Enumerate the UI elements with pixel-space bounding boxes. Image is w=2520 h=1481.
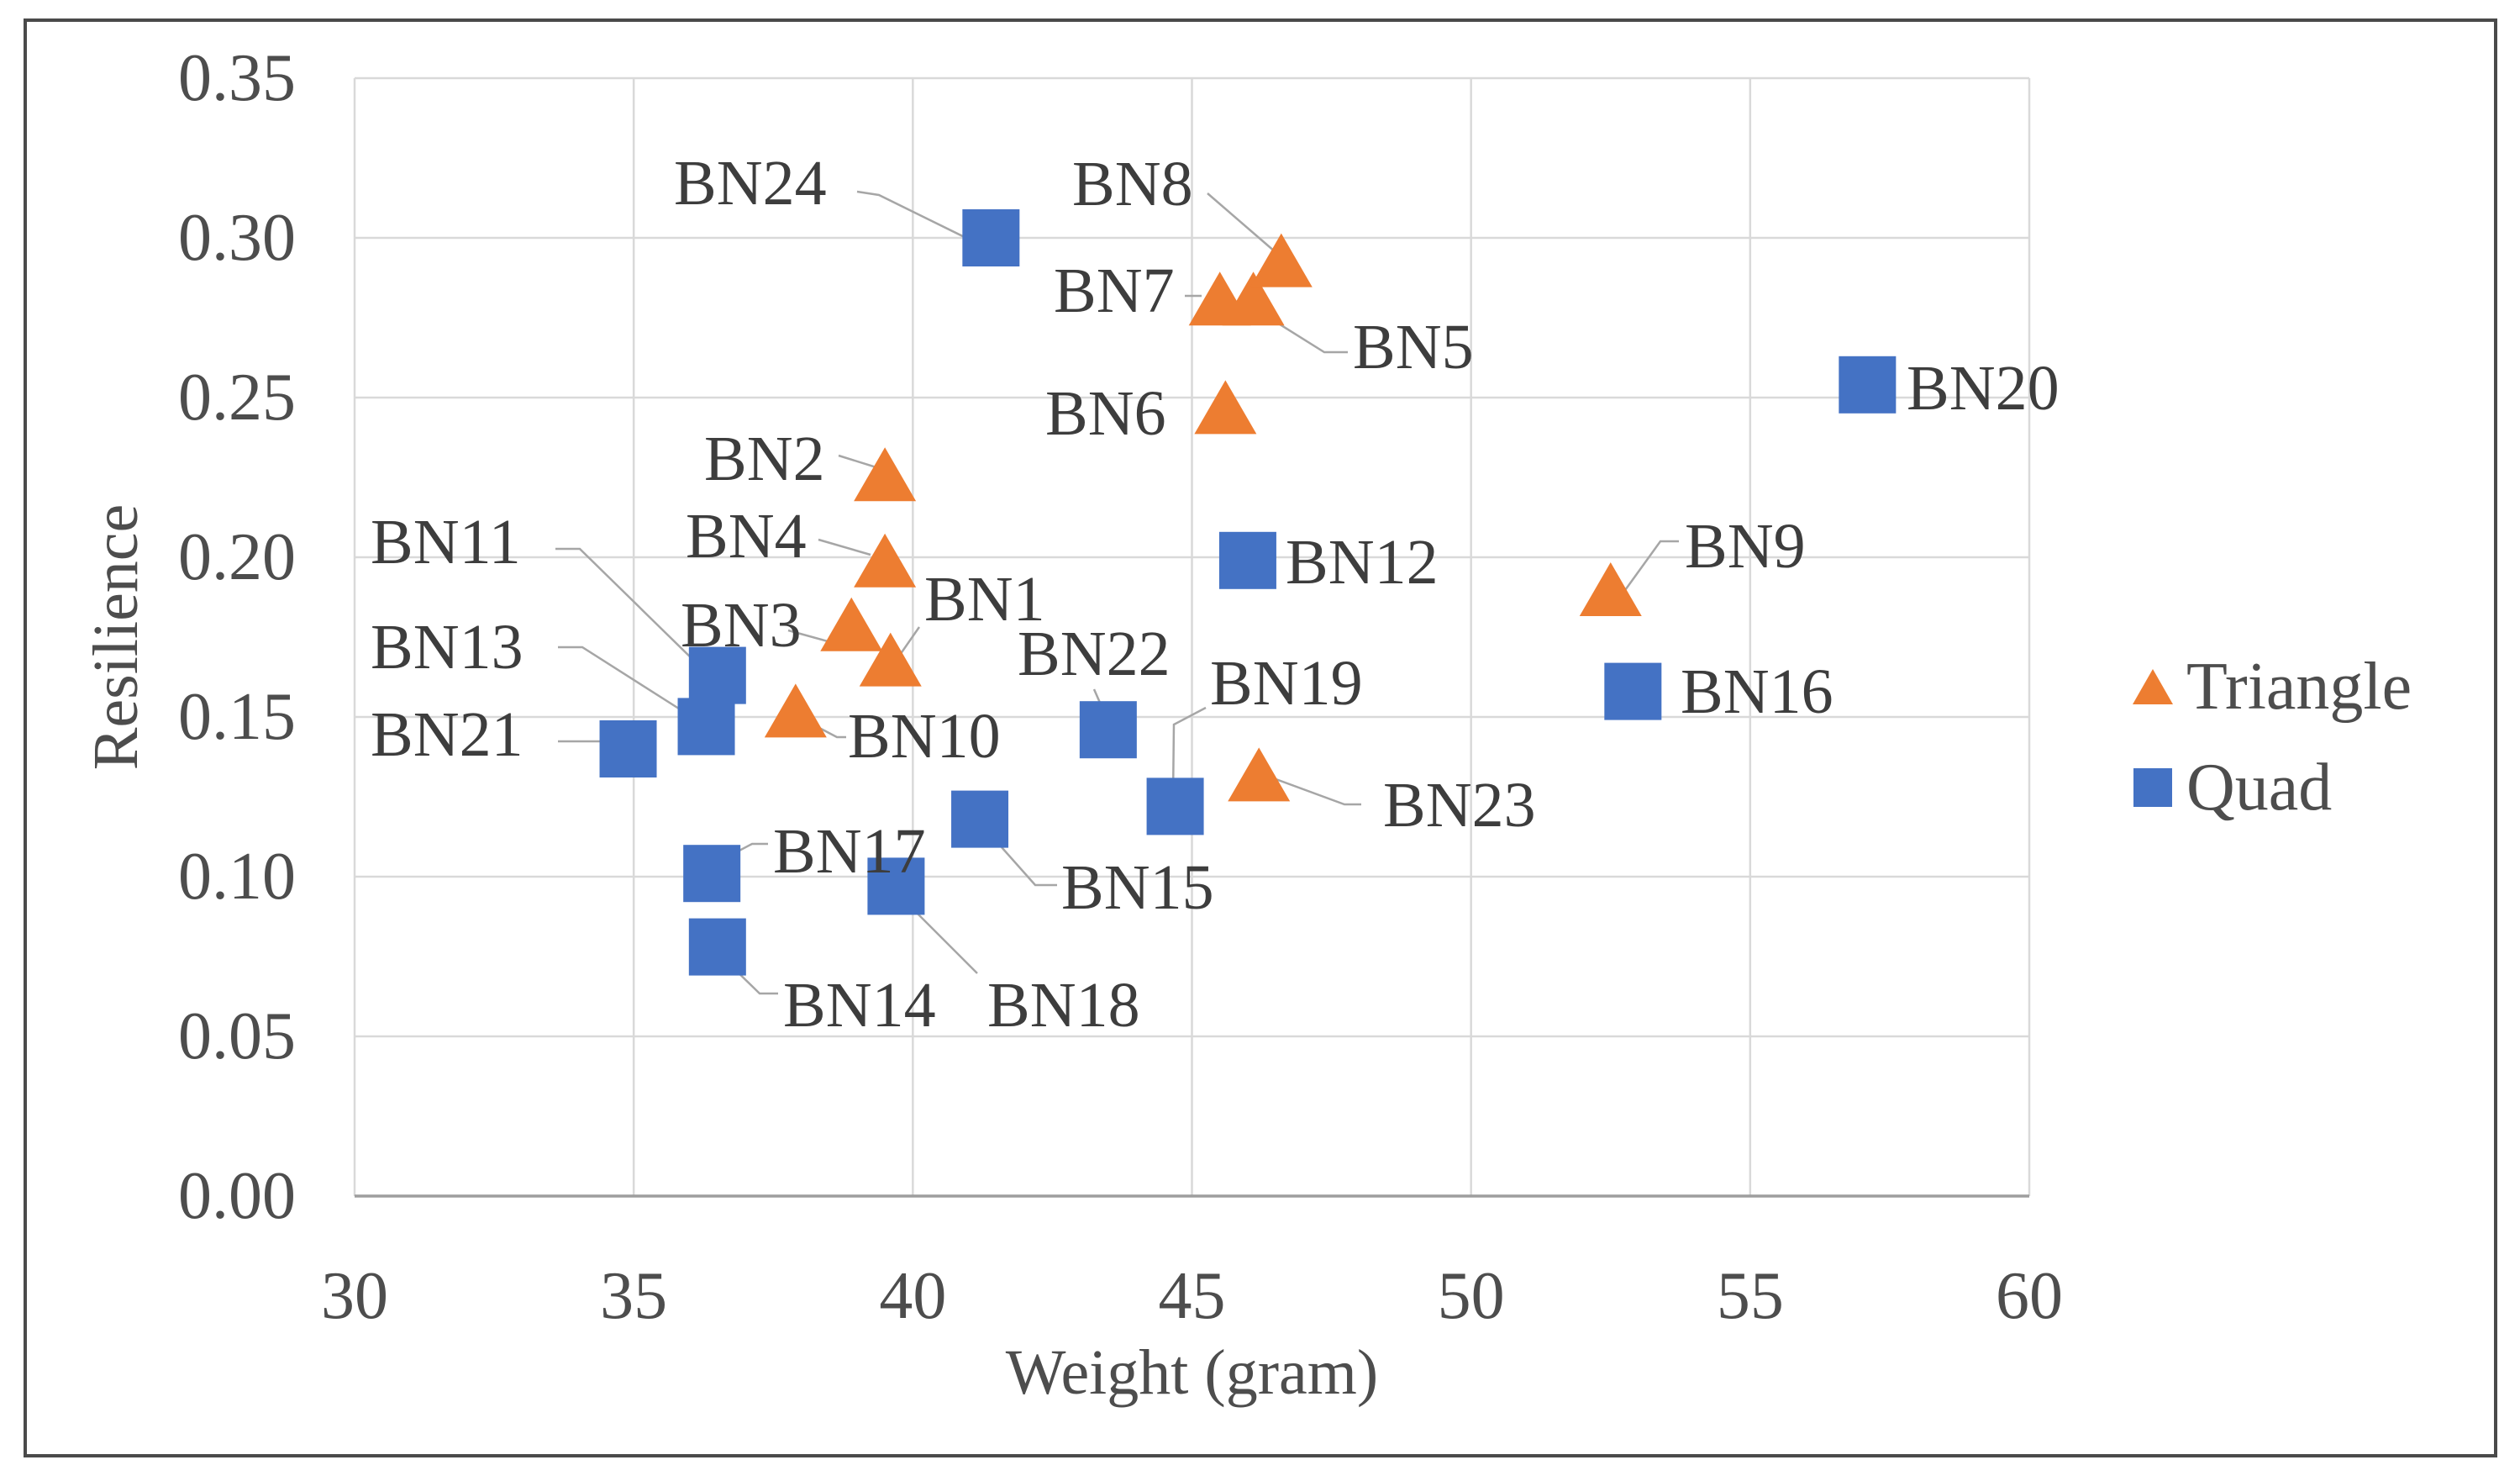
x-tick-label-30: 30 xyxy=(321,1259,388,1333)
marker-bn9 xyxy=(1579,562,1642,616)
data-label-bn21: BN21 xyxy=(371,699,523,770)
marker-bn12 xyxy=(1218,531,1276,589)
data-label-bn7: BN7 xyxy=(1054,256,1175,326)
data-label-bn18: BN18 xyxy=(987,970,1140,1041)
x-tick-label-35: 35 xyxy=(600,1259,667,1333)
marker-bn19 xyxy=(1146,777,1204,835)
marker-bn13 xyxy=(677,698,735,756)
data-label-bn20: BN20 xyxy=(1907,353,2060,424)
data-label-bn16: BN16 xyxy=(1681,656,1833,727)
leader-line-bn24 xyxy=(856,190,982,247)
y-tick-label-0.00: 0.00 xyxy=(178,1159,296,1233)
leader-line-bn5 xyxy=(1263,313,1348,354)
marker-bn14 xyxy=(688,918,746,976)
leader-line-bn13 xyxy=(558,646,692,718)
data-label-bn17: BN17 xyxy=(773,816,926,887)
leader-line-bn19 xyxy=(1171,706,1207,799)
data-label-bn13: BN13 xyxy=(371,612,523,683)
x-tick-label-50: 50 xyxy=(1438,1259,1505,1333)
data-label-bn1: BN1 xyxy=(924,564,1045,635)
x-tick-label-45: 45 xyxy=(1159,1259,1226,1333)
data-label-bn3: BN3 xyxy=(681,590,802,661)
data-label-bn10: BN10 xyxy=(848,701,1001,772)
marker-bn24 xyxy=(962,209,1020,266)
marker-bn17 xyxy=(683,845,741,903)
x-tick-label-55: 55 xyxy=(1717,1259,1784,1333)
leader-line-bn9 xyxy=(1615,540,1679,603)
data-label-bn15: BN15 xyxy=(1061,852,1214,923)
marker-bn23 xyxy=(1228,747,1291,802)
marker-bn7 xyxy=(1188,271,1251,326)
y-tick-label-0.20: 0.20 xyxy=(178,520,296,594)
data-label-bn14: BN14 xyxy=(783,970,936,1041)
data-label-bn9: BN9 xyxy=(1685,511,1806,582)
x-tick-label-60: 60 xyxy=(1996,1259,2063,1333)
legend-label-quad: Quad xyxy=(2186,751,2332,825)
data-label-bn5: BN5 xyxy=(1353,312,1474,382)
figure-border xyxy=(24,18,2497,1457)
marker-bn3 xyxy=(820,597,883,651)
marker-bn1 xyxy=(859,632,922,687)
data-label-bn11: BN11 xyxy=(371,507,521,577)
marker-bn18 xyxy=(867,857,925,915)
leader-line-bn18 xyxy=(915,911,978,974)
marker-bn15 xyxy=(951,790,1009,848)
leader-line-bn4 xyxy=(818,538,871,556)
data-label-bn4: BN4 xyxy=(686,501,807,572)
marker-bn22 xyxy=(1079,701,1137,759)
marker-bn16 xyxy=(1604,662,1662,720)
data-label-bn24: BN24 xyxy=(674,148,827,219)
data-label-bn12: BN12 xyxy=(1286,527,1439,598)
data-label-bn22: BN22 xyxy=(1018,619,1171,689)
leader-line-bn11 xyxy=(555,547,698,665)
leader-line-bn15 xyxy=(1001,846,1057,887)
marker-bn6 xyxy=(1194,380,1257,435)
y-tick-label-0.30: 0.30 xyxy=(178,201,296,275)
leader-line-bn23 xyxy=(1271,776,1361,806)
data-label-bn23: BN23 xyxy=(1383,770,1536,841)
y-axis-title: Resilience xyxy=(81,504,151,771)
marker-bn8 xyxy=(1249,233,1313,287)
y-tick-label-0.10: 0.10 xyxy=(178,840,296,914)
leader-line-bn8 xyxy=(1207,192,1276,253)
marker-bn4 xyxy=(854,533,917,588)
y-tick-label-0.15: 0.15 xyxy=(178,680,296,754)
marker-bn20 xyxy=(1839,356,1897,414)
data-label-bn6: BN6 xyxy=(1045,378,1166,449)
data-label-bn19: BN19 xyxy=(1210,648,1363,719)
x-axis-title: Weight (gram) xyxy=(1006,1337,1378,1408)
leader-line-bn2 xyxy=(838,454,880,470)
legend-square-icon xyxy=(2133,768,2172,807)
marker-bn2 xyxy=(854,447,917,502)
marker-bn10 xyxy=(764,683,827,738)
y-tick-label-0.05: 0.05 xyxy=(178,999,296,1073)
data-label-bn8: BN8 xyxy=(1072,149,1193,219)
legend-triangle-icon xyxy=(2133,669,2173,704)
y-tick-label-0.35: 0.35 xyxy=(178,41,296,115)
legend-label-triangle: Triangle xyxy=(2186,650,2412,724)
y-tick-label-0.25: 0.25 xyxy=(178,361,296,435)
x-tick-label-40: 40 xyxy=(879,1259,946,1333)
data-label-bn2: BN2 xyxy=(704,424,825,494)
marker-bn21 xyxy=(599,720,657,777)
marker-bn11 xyxy=(688,646,746,704)
